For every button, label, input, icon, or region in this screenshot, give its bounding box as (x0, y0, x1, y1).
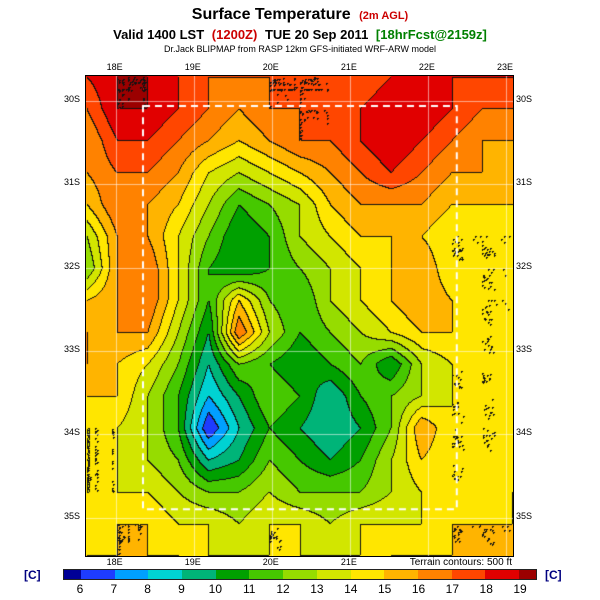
colorbar-tick-15: 15 (377, 582, 392, 596)
axis-label-right-31s: 31S (516, 177, 533, 188)
axis-label-right-34s: 34S (516, 427, 533, 438)
colorbar-tick-10: 10 (208, 582, 223, 596)
colorbar-segment (182, 570, 216, 579)
colorbar-segment (418, 570, 452, 579)
axis-label-bottom-18e: 18E (106, 557, 123, 567)
axis-label-left-30s: 30S (63, 94, 80, 104)
colorbar-segment (451, 570, 486, 579)
axis-label-left-32s: 32S (63, 260, 80, 271)
colorbar-tick-14: 14 (344, 582, 358, 596)
plot-title-level: (2m AGL) (359, 10, 409, 22)
axis-label-left-31s: 31S (63, 177, 80, 188)
axis-label-top-19e: 19E (184, 62, 201, 72)
colorbar-segment (249, 570, 284, 579)
title-line: Surface Temperature (2m AGL) (0, 5, 600, 25)
colorbar-segment (316, 570, 351, 579)
plot-title: Surface Temperature (191, 6, 351, 23)
colorbar-segment (485, 570, 520, 579)
axis-label-top-21e: 21E (340, 62, 357, 72)
colorbar-segment (350, 570, 385, 579)
colorbar-unit-left: [C] (24, 568, 41, 582)
colorbar-tick-8: 8 (144, 582, 151, 596)
model-attribution: Dr.Jack BLIPMAP from RASP 12km GFS-initi… (163, 44, 437, 55)
axis-label-top-23e: 23E (496, 62, 513, 72)
axis-label-top-18e: 18E (106, 62, 123, 72)
colorbar-tick-13: 13 (310, 582, 324, 596)
axis-label-top-22e: 22E (418, 62, 435, 72)
temperature-field-canvas (86, 76, 513, 556)
colorbar-segment (64, 570, 81, 579)
colorbar-segment (148, 570, 183, 579)
colorbar-tick-12: 12 (276, 582, 290, 596)
axis-label-left-33s: 33S (63, 344, 80, 354)
colorbar-tick-18: 18 (479, 582, 493, 596)
valid-time-text: Valid 1400 LST (113, 27, 205, 42)
colorbar-tick-9: 9 (178, 582, 185, 596)
colorbar-tick-19: 19 (513, 582, 527, 596)
axis-label-left-35s: 35S (63, 510, 80, 521)
colorbar-tick-16: 16 (411, 582, 426, 596)
colorbar-tick-17: 17 (445, 582, 460, 596)
colorbar-tick-7: 7 (110, 582, 118, 596)
axis-label-bottom-21e: 21E (340, 557, 357, 567)
forecast-hour-text: [18hrFcst@2159z] (375, 27, 487, 42)
axis-label-left-34s: 34S (63, 427, 80, 438)
zulu-time-text: (1200Z) (211, 27, 258, 42)
terrain-contours-note: Terrain contours: 500 ft (409, 557, 512, 568)
colorbar-segment (384, 570, 419, 579)
axis-label-right-35s: 35S (516, 510, 533, 521)
colorbar-segment (114, 570, 149, 579)
colorbar (63, 569, 537, 580)
map-frame (85, 75, 514, 557)
axis-label-right-33s: 33S (516, 344, 533, 354)
valid-date-text: TUE 20 Sep 2011 (264, 27, 369, 42)
colorbar-segment (283, 570, 317, 579)
axis-label-right-32s: 32S (516, 260, 533, 271)
colorbar-segment (215, 570, 250, 579)
valid-time-line: Valid 1400 LST (1200Z) TUE 20 Sep 2011 [… (0, 27, 600, 43)
axis-label-top-20e: 20E (262, 62, 279, 72)
colorbar-ticks: 6 7 8 9 10 11 12 13 14 15 16 17 18 19 (63, 582, 537, 597)
axis-label-right-30s: 30S (516, 94, 533, 104)
axis-label-bottom-19e: 19E (184, 557, 201, 567)
plot-header: Surface Temperature (2m AGL) Valid 1400 … (0, 5, 600, 56)
colorbar-segment (80, 570, 115, 579)
colorbar-segment (519, 570, 537, 579)
axis-label-bottom-20e: 20E (262, 557, 279, 567)
colorbar-tick-6: 6 (76, 582, 84, 596)
colorbar-unit-right: [C] (545, 568, 562, 582)
colorbar-tick-11: 11 (242, 582, 256, 596)
